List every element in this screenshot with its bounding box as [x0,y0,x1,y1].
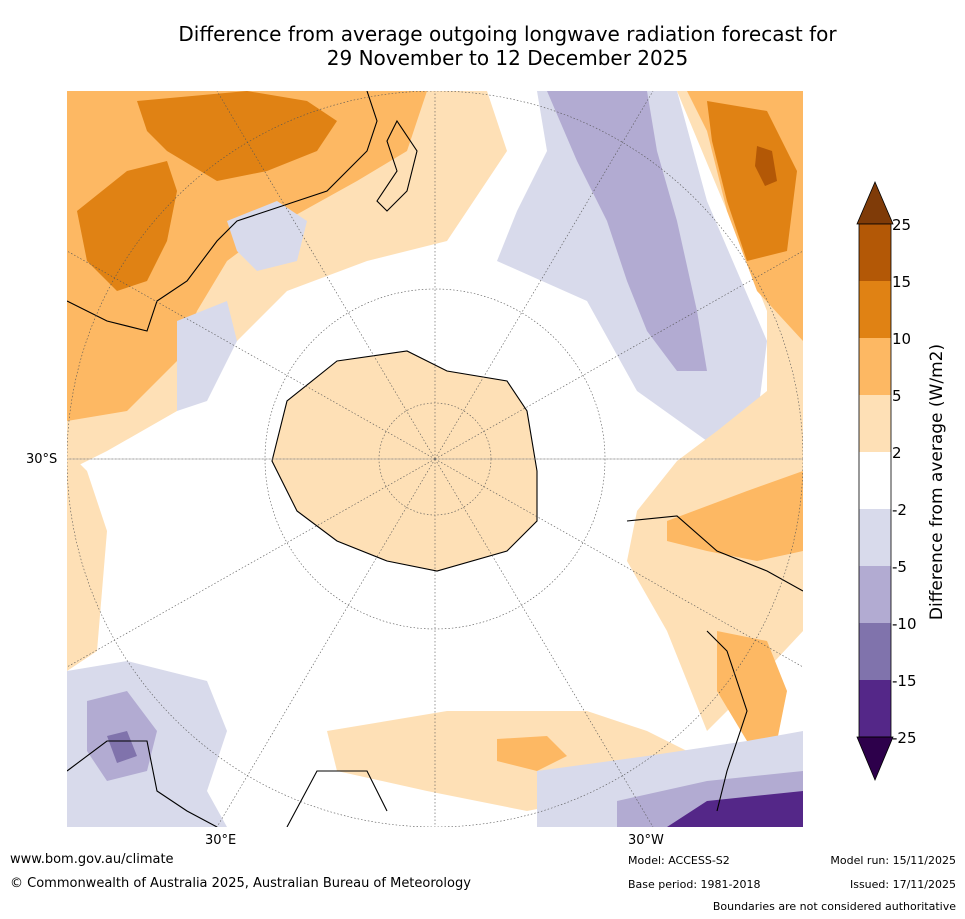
antarctica-coast [271,350,538,572]
footer-issued: Issued: 17/11/2025 [849,878,956,891]
sa-anomaly-5-10 [667,471,803,561]
footer-copyright: © Commonwealth of Australia 2025, Austra… [10,876,471,891]
footer-model: Model: ACCESS-S2 [628,854,730,867]
anomaly-map [67,91,803,827]
lat-label-30s: 30°S [26,452,58,467]
east-pacific-anomaly-10-15 [707,101,797,261]
colorbar-title: Difference from average (W/m2) [927,343,947,621]
colorbar-tick-5: 5 [892,387,902,405]
colorbar-tick-m10: -10 [892,615,917,633]
colorbar-m2-2 [859,452,891,509]
colorbar-tick-m15: -15 [892,672,917,690]
colorbar-2-5 [859,395,891,452]
footer-disclaimer: Boundaries are not considered authoritat… [712,900,956,913]
australia-west-anomaly-2-5 [67,451,107,671]
colorbar-m5-m2 [859,509,891,566]
colorbar-tick-m2: -2 [892,501,907,519]
colorbar-tick-m25: -25 [892,729,917,747]
colorbar-tick-25: 25 [892,216,912,234]
indian-anomaly-m5-m2 [177,301,237,411]
colorbar-tick-10: 10 [892,330,912,348]
east-pacific-anomaly-15-25 [755,146,777,186]
africa-anomaly-m15-m10 [107,731,137,763]
new-zealand-coast [376,119,418,212]
pacific-anomaly-m10-m5 [547,91,707,371]
sa-anomaly-5-10b [717,631,787,741]
map-title-line2: 29 November to 12 December 2025 [326,46,689,70]
footer-base-period: Base period: 1981-2018 [628,878,761,891]
colorbar-15-25 [859,224,891,281]
colorbar-frame [858,223,892,738]
tasman-anomaly-m5-m2 [227,201,307,271]
south-atlantic-anomaly-m25-m15 [667,791,803,827]
africa-coast [67,740,388,827]
australia-anomaly-10-15b [77,161,177,291]
colorbar-m25-m15 [859,680,891,737]
south-america-coast [626,515,803,812]
footer-url[interactable]: www.bom.gov.au/climate [10,852,174,867]
footer-model-run: Model run: 15/11/2025 [830,854,956,867]
colorbar-10-15 [859,281,891,338]
colorbar-under-arrow [856,736,894,782]
australia-coast [67,91,378,332]
coastlines [67,91,803,827]
colorbar-over-arrow [856,180,894,225]
antarctica-anomaly-2-5 [272,351,537,571]
colorbar-5-10 [859,338,891,395]
lon-label-30e: 30°E [205,833,237,848]
map-title: Difference from average outgoing longwav… [60,22,955,70]
southern-ocean-anomaly-5-10 [497,736,567,771]
colorbar-m10-m5 [859,566,891,623]
map-title-line1: Difference from average outgoing longwav… [178,22,837,46]
colorbar-tick-2: 2 [892,444,902,462]
colorbar-tick-m5: -5 [892,558,907,576]
colorbar-tick-15: 15 [892,273,912,291]
lon-label-30w: 30°W [628,833,664,848]
colorbar [856,180,894,782]
australia-anomaly-10-15 [137,91,337,181]
colorbar-m15-m10 [859,623,891,680]
